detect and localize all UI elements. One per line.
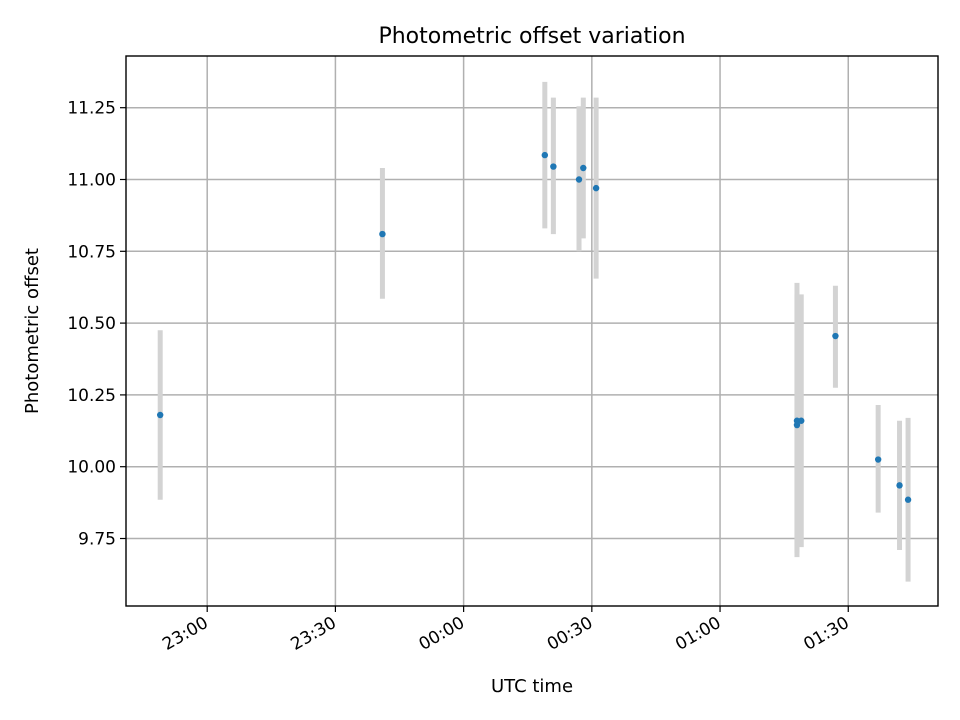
data-point <box>832 332 839 340</box>
y-tick-label: 11.00 <box>67 170 116 190</box>
y-tick-label: 10.50 <box>67 314 116 334</box>
data-point <box>541 151 549 159</box>
y-tick-label: 10.25 <box>67 386 116 406</box>
data-point <box>874 456 882 463</box>
y-tick-label: 10.75 <box>67 242 116 262</box>
data-point <box>798 417 805 424</box>
chart-title: Photometric offset variation <box>378 24 685 49</box>
x-axis-label: UTC time <box>491 676 573 697</box>
data-point <box>580 164 587 172</box>
y-tick-label: 9.75 <box>78 530 116 550</box>
data-point <box>156 411 164 419</box>
plot-frame <box>125 55 939 607</box>
data-point <box>896 482 903 489</box>
y-tick-label: 10.00 <box>67 458 116 478</box>
y-axis-label: Photometric offset <box>22 248 43 414</box>
data-point <box>575 176 583 183</box>
data-point <box>379 230 386 238</box>
data-point <box>793 421 801 429</box>
data-point <box>592 184 600 192</box>
data-point <box>904 496 912 503</box>
data-point <box>550 163 557 170</box>
y-tick-label: 11.25 <box>67 99 116 119</box>
point-layer <box>156 151 912 503</box>
